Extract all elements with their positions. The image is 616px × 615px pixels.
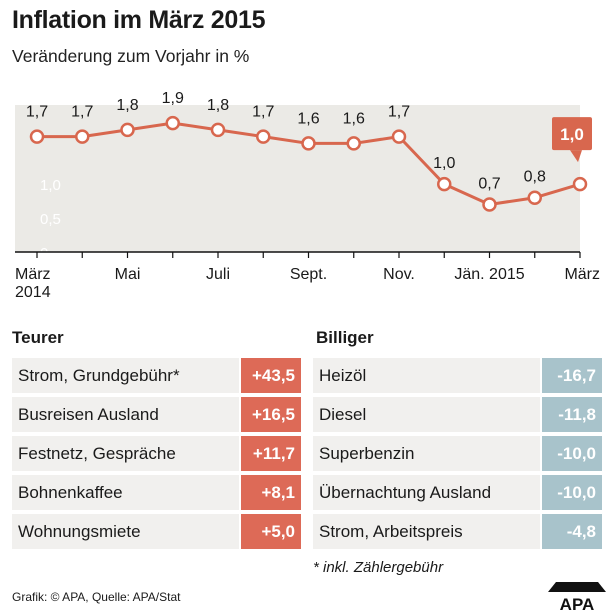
data-point — [527, 190, 542, 205]
x-tick-label: Juli — [206, 266, 230, 283]
plot-area — [15, 105, 580, 252]
highlight-badge-pointer — [570, 150, 582, 163]
row-label: Übernachtung Ausland — [313, 475, 540, 510]
row-value: -10,0 — [542, 475, 602, 510]
data-label: 1,8 — [116, 97, 138, 114]
highlight-badge — [552, 117, 592, 151]
row-label: Bohnenkaffee — [12, 475, 239, 510]
data-label: 1,7 — [388, 104, 410, 121]
data-label: 1,8 — [207, 97, 229, 114]
data-label: 0,7 — [478, 176, 500, 193]
row-label: Strom, Grundgebühr* — [12, 358, 239, 393]
x-tick-label-year: 2014 — [15, 284, 51, 301]
row-value: +8,1 — [241, 475, 301, 510]
x-tick-label: März — [15, 266, 51, 283]
data-point — [120, 122, 135, 138]
x-tick-label: März — [564, 266, 600, 283]
row-value: +16,5 — [241, 397, 301, 432]
teurer-row: Busreisen Ausland +16,5 — [12, 397, 301, 432]
row-value: -11,8 — [542, 397, 602, 432]
data-point — [572, 176, 588, 192]
y-tick-label: 0,5 — [40, 211, 61, 228]
row-label: Strom, Arbeitspreis — [313, 514, 540, 549]
row-label: Heizöl — [313, 358, 540, 393]
billiger-heading: Billiger — [316, 328, 374, 347]
data-point — [256, 129, 271, 144]
billiger-row: Diesel -11,8 — [313, 397, 602, 432]
teurer-row: Wohnungsmiete +5,0 — [12, 514, 301, 549]
apa-logo: APA — [548, 582, 606, 612]
billiger-row: Strom, Arbeitspreis -4,8 — [313, 514, 602, 549]
data-label: 1,9 — [162, 90, 184, 107]
logo-bar — [548, 582, 606, 592]
data-point — [75, 129, 90, 144]
data-label: 1,6 — [343, 110, 365, 127]
data-point — [437, 176, 452, 192]
data-label: 0,8 — [524, 169, 546, 186]
data-point — [210, 122, 226, 138]
row-value: +5,0 — [241, 514, 301, 549]
source-credit: Grafik: © APA, Quelle: APA/Stat — [12, 590, 181, 604]
data-point — [482, 197, 497, 212]
teurer-table: Strom, Grundgebühr* +43,5 Busreisen Ausla… — [12, 358, 301, 553]
row-label: Superbenzin — [313, 436, 540, 471]
teurer-row: Festnetz, Gespräche +11,7 — [12, 436, 301, 471]
x-tick-label: Jän. 2015 — [454, 266, 524, 283]
data-point — [301, 136, 316, 151]
chart-subtitle: Veränderung zum Vorjahr in % — [12, 46, 250, 66]
row-label: Busreisen Ausland — [12, 397, 239, 432]
billiger-table: Heizöl -16,7 Diesel -11,8 Superbenzin -10,0… — [313, 358, 602, 553]
billiger-row: Heizöl -16,7 — [313, 358, 602, 393]
billiger-row: Superbenzin -10,0 — [313, 436, 602, 471]
row-label: Diesel — [313, 397, 540, 432]
teurer-heading: Teurer — [12, 328, 64, 347]
row-value: -10,0 — [542, 436, 602, 471]
row-value: +11,7 — [241, 436, 301, 471]
data-label: 1,7 — [26, 104, 48, 121]
footnote: * inkl. Zählergebühr — [313, 559, 444, 576]
data-point — [165, 115, 180, 131]
row-value: +43,5 — [241, 358, 301, 393]
x-tick-label: Sept. — [290, 266, 327, 283]
y-tick-label: 1,0 — [40, 177, 61, 194]
data-point — [391, 129, 407, 144]
billiger-row: Übernachtung Ausland -10,0 — [313, 475, 602, 510]
data-point — [29, 129, 45, 144]
data-label: 1,7 — [71, 104, 93, 121]
data-label: 1,6 — [297, 110, 319, 127]
row-label: Festnetz, Gespräche — [12, 436, 239, 471]
chart-title: Inflation im März 2015 — [12, 6, 266, 34]
row-label: Wohnungsmiete — [12, 514, 239, 549]
x-tick-label: Nov. — [383, 266, 415, 283]
data-label: 1,0 — [560, 125, 584, 144]
teurer-row: Strom, Grundgebühr* +43,5 — [12, 358, 301, 393]
x-tick-label: Mai — [115, 266, 141, 283]
data-point — [346, 136, 361, 151]
data-label: 1,7 — [252, 104, 274, 121]
teurer-row: Bohnenkaffee +8,1 — [12, 475, 301, 510]
data-label: 1,0 — [433, 155, 455, 172]
y-tick-label: 0 — [40, 245, 48, 262]
row-value: -16,7 — [542, 358, 602, 393]
row-value: -4,8 — [542, 514, 602, 549]
logo-text: APA — [560, 595, 595, 612]
